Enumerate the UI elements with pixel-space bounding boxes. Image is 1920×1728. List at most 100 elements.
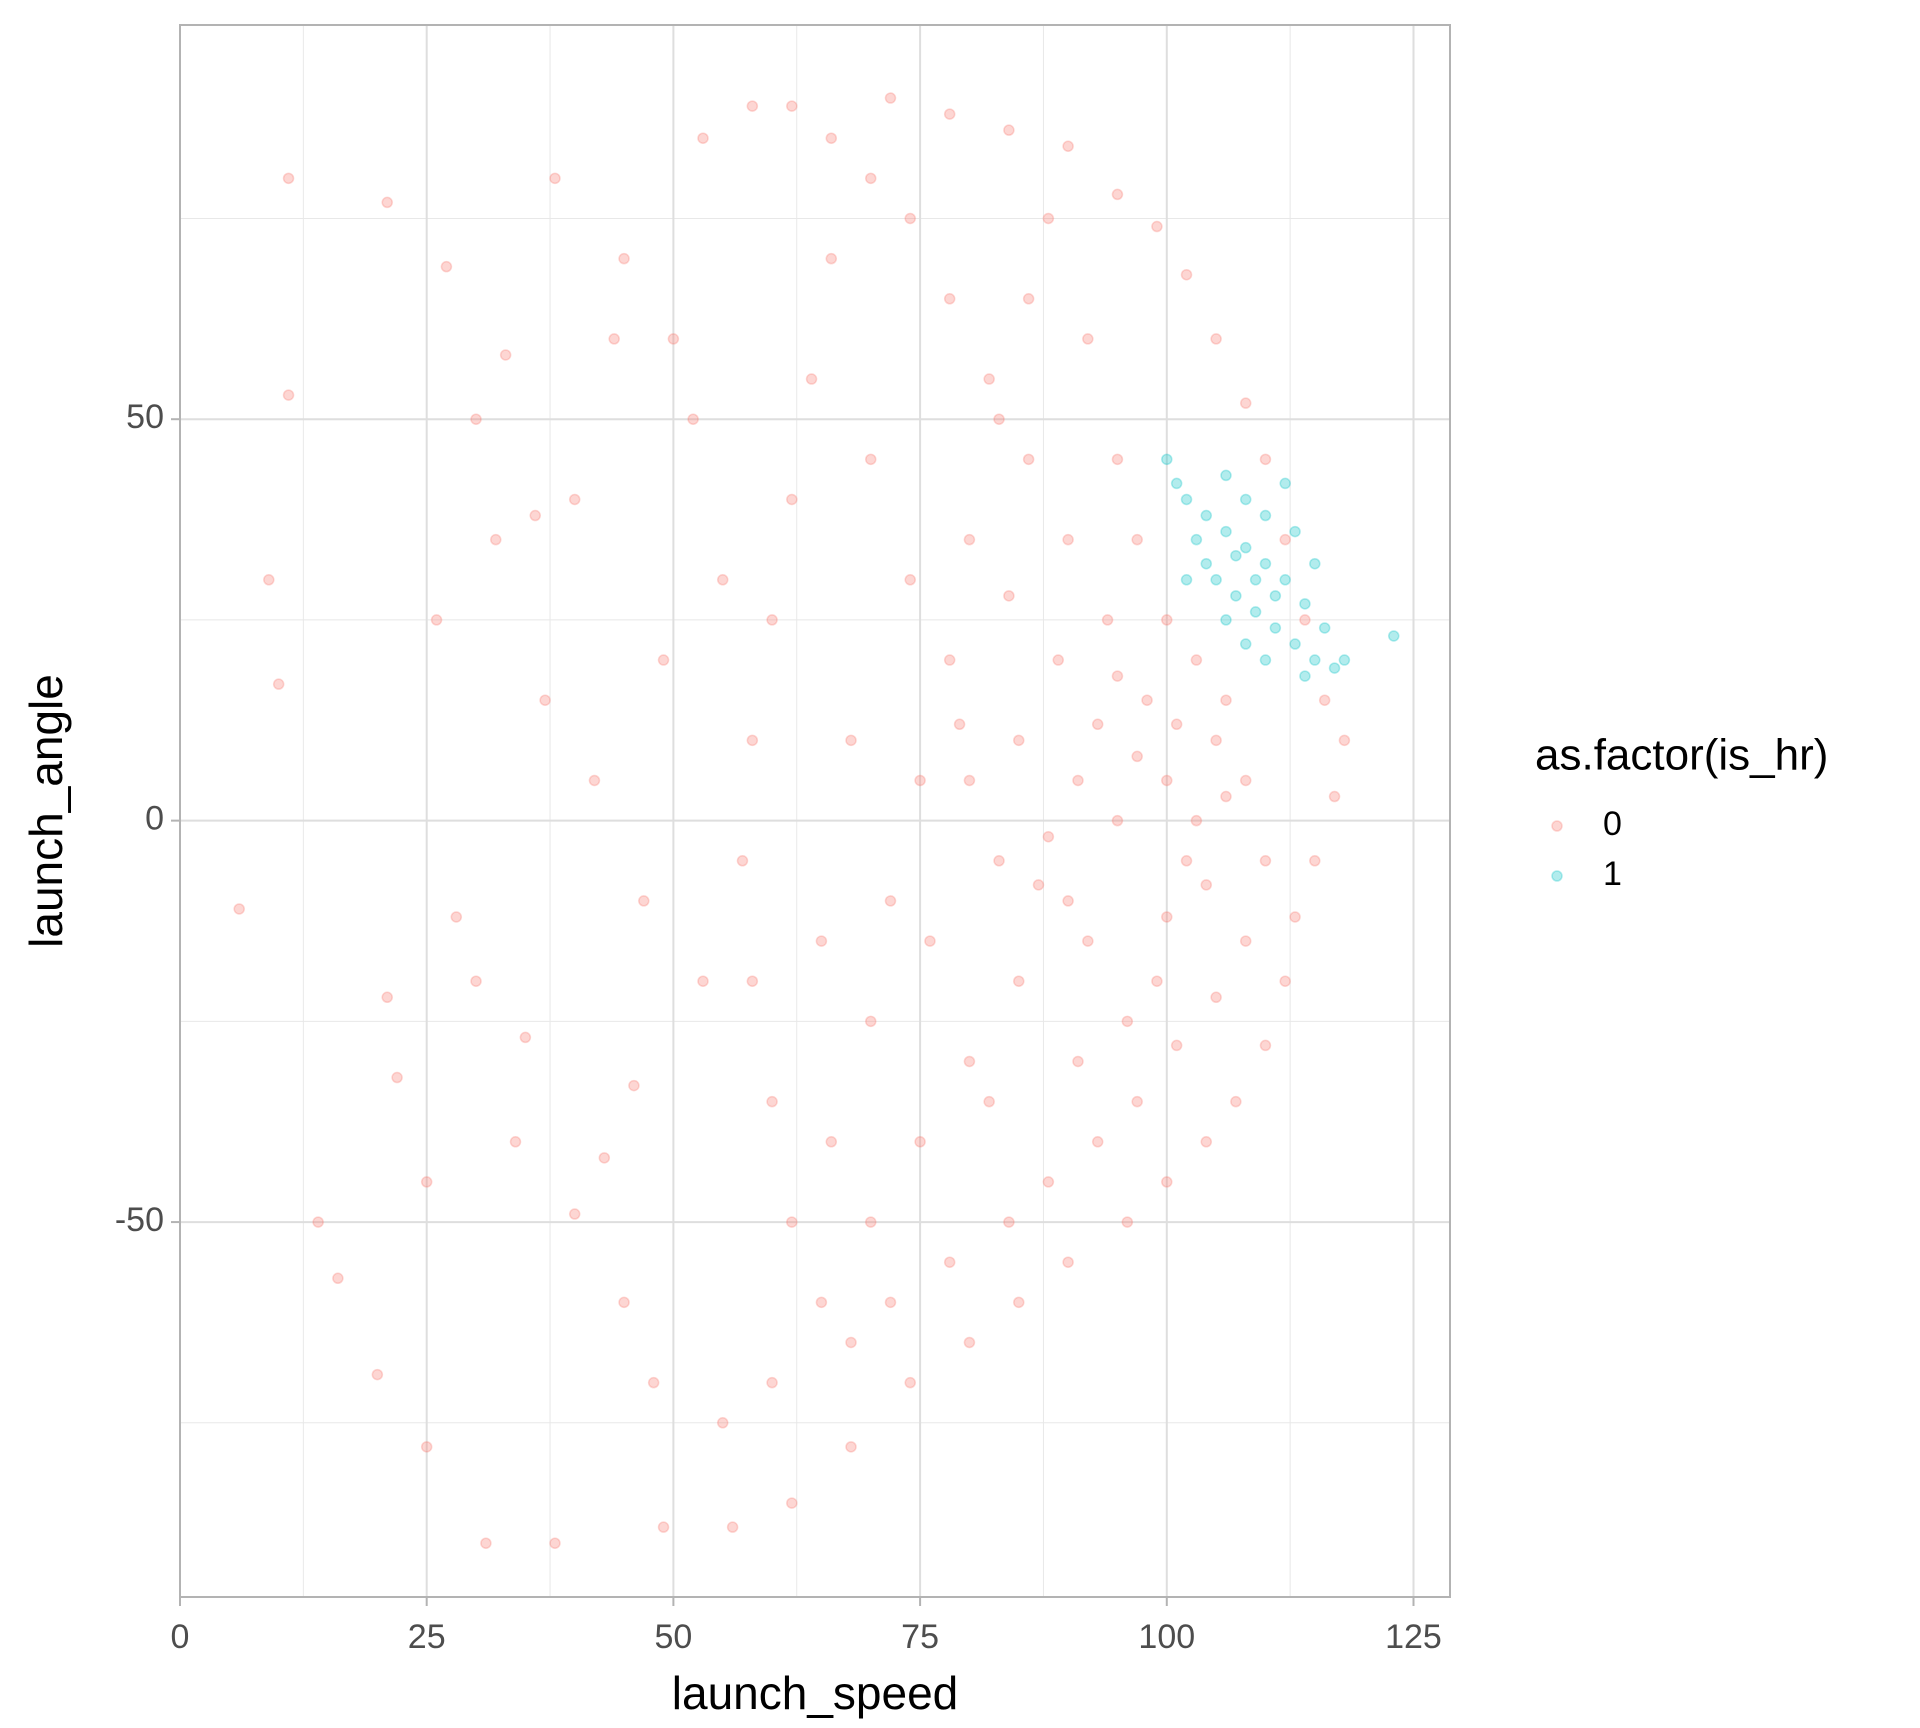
point [1003, 590, 1015, 602]
point [884, 1296, 897, 1309]
point [943, 293, 956, 305]
point [1279, 533, 1291, 546]
point [568, 1208, 581, 1220]
point [884, 895, 897, 907]
point [716, 1417, 729, 1429]
legend-label: 0 [1603, 805, 1622, 843]
x-tick-label: 75 [901, 1618, 939, 1656]
point [815, 935, 828, 947]
point [1131, 533, 1143, 546]
point [1328, 790, 1341, 803]
point [786, 100, 798, 112]
point [608, 333, 620, 345]
point [1161, 614, 1173, 626]
point [1210, 574, 1222, 586]
point [1062, 140, 1074, 152]
point [825, 132, 838, 144]
point [1200, 1136, 1213, 1148]
point [924, 935, 936, 947]
point [1131, 1095, 1143, 1108]
point [1220, 614, 1232, 626]
point [1299, 598, 1311, 610]
point [1259, 1039, 1272, 1052]
point [1269, 590, 1282, 602]
point [1101, 614, 1114, 626]
point [746, 975, 759, 987]
point [697, 132, 709, 144]
point [687, 413, 699, 425]
point [282, 389, 295, 401]
point [499, 349, 512, 361]
legend-title: as.factor(is_hr) [1535, 731, 1828, 780]
point [470, 413, 482, 425]
point [1091, 1136, 1104, 1148]
point [1259, 509, 1272, 522]
point [312, 1216, 324, 1228]
point [943, 108, 956, 120]
point [1239, 541, 1252, 554]
point [282, 172, 295, 185]
point [1161, 1176, 1173, 1188]
point [1259, 654, 1272, 666]
point [588, 774, 601, 787]
point [1013, 975, 1025, 987]
point [845, 1441, 857, 1453]
point [1200, 879, 1213, 891]
point [1042, 830, 1055, 843]
point [638, 895, 650, 907]
point [470, 975, 482, 987]
point [1052, 654, 1064, 666]
point [1318, 622, 1331, 634]
point [825, 252, 838, 265]
point [1259, 855, 1272, 867]
point [1388, 630, 1400, 642]
legend-label: 1 [1603, 855, 1622, 893]
point [568, 493, 581, 506]
point [1338, 654, 1351, 666]
point [1328, 662, 1341, 674]
point [1082, 333, 1094, 345]
x-axis-title: launch_speed [672, 1667, 958, 1719]
point [1239, 774, 1252, 787]
point [430, 614, 443, 626]
point [746, 734, 759, 747]
point [1131, 750, 1143, 763]
point [1161, 774, 1173, 787]
point [628, 1079, 640, 1092]
point [1259, 557, 1272, 570]
point [884, 92, 897, 104]
point [865, 1216, 877, 1228]
point [963, 1055, 976, 1068]
point [1111, 814, 1124, 827]
point [766, 1095, 778, 1108]
point [667, 333, 680, 345]
point [1062, 1256, 1074, 1268]
point [539, 694, 551, 706]
point [904, 574, 916, 586]
point [1190, 814, 1203, 827]
y-axis-title: launch_angle [20, 674, 72, 948]
point [963, 533, 976, 546]
point [1338, 734, 1351, 747]
point [766, 614, 778, 626]
point [263, 574, 275, 586]
point [1003, 1216, 1015, 1228]
y-tick-label: 0 [145, 800, 164, 838]
point [1289, 525, 1301, 538]
point [963, 1336, 976, 1349]
point [1259, 453, 1272, 466]
point [716, 574, 729, 586]
x-tick-label: 100 [1138, 1618, 1195, 1656]
point [1230, 590, 1242, 602]
point [657, 654, 670, 666]
point [746, 100, 759, 112]
point [943, 654, 956, 666]
point [657, 1521, 670, 1533]
point [865, 1015, 877, 1028]
point [1180, 574, 1193, 586]
point [1022, 453, 1035, 466]
point [904, 1376, 916, 1389]
point [697, 975, 709, 987]
point [1062, 895, 1074, 907]
